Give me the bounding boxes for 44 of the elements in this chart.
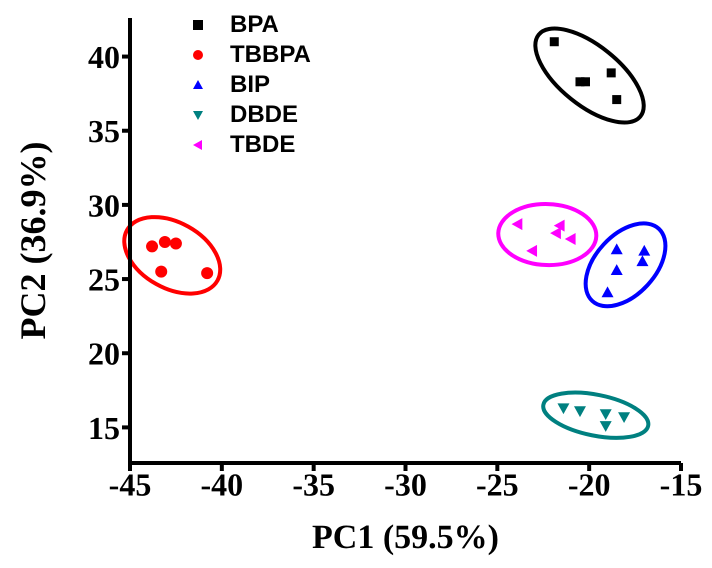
point xyxy=(564,233,576,246)
x-tick-label: -25 xyxy=(476,466,519,503)
point xyxy=(606,68,616,78)
y-tick-label: 40 xyxy=(88,38,120,75)
point xyxy=(554,220,565,232)
point xyxy=(580,77,590,86)
point xyxy=(618,412,630,424)
point xyxy=(574,406,586,418)
point xyxy=(550,227,561,240)
y-tick-label: 15 xyxy=(88,410,120,446)
point xyxy=(600,409,612,420)
y-tick-label: 25 xyxy=(88,261,120,298)
y-tick-label: 30 xyxy=(88,187,120,224)
point xyxy=(636,255,648,266)
point xyxy=(158,236,171,248)
point xyxy=(638,244,650,256)
x-tick-label: -15 xyxy=(660,466,702,503)
x-tick-label: -30 xyxy=(384,466,427,503)
point xyxy=(550,37,559,46)
point xyxy=(155,266,168,278)
legend-label: TBBPA xyxy=(230,41,311,69)
legend-label: DBDE xyxy=(230,101,298,129)
point xyxy=(610,243,623,254)
x-tick-label: -40 xyxy=(200,466,244,503)
point xyxy=(201,267,214,280)
point xyxy=(557,403,570,414)
y-axis-title: PC2 (36.9%) xyxy=(12,142,53,340)
legend-label: TBDE xyxy=(230,131,296,159)
point xyxy=(602,286,614,298)
point xyxy=(610,264,623,275)
point xyxy=(526,244,538,257)
point xyxy=(512,218,522,230)
x-tick-label: -20 xyxy=(568,466,610,503)
point xyxy=(600,421,612,432)
legend-label: BIP xyxy=(230,71,270,99)
point xyxy=(146,240,158,252)
y-tick-label: 35 xyxy=(88,113,120,150)
x-tick-label: -35 xyxy=(292,466,335,503)
y-tick-label: 20 xyxy=(88,336,120,372)
point xyxy=(612,95,622,104)
x-tick-label: -45 xyxy=(108,466,152,503)
x-axis-title: PC1 (59.5%) xyxy=(312,519,499,556)
point xyxy=(170,237,182,250)
legend-label: BPA xyxy=(230,11,279,39)
